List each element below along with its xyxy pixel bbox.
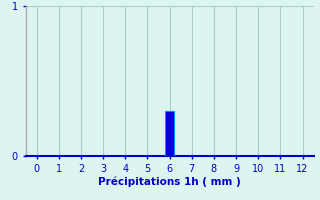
- X-axis label: Précipitations 1h ( mm ): Précipitations 1h ( mm ): [98, 176, 241, 187]
- Bar: [165, 111, 174, 156]
